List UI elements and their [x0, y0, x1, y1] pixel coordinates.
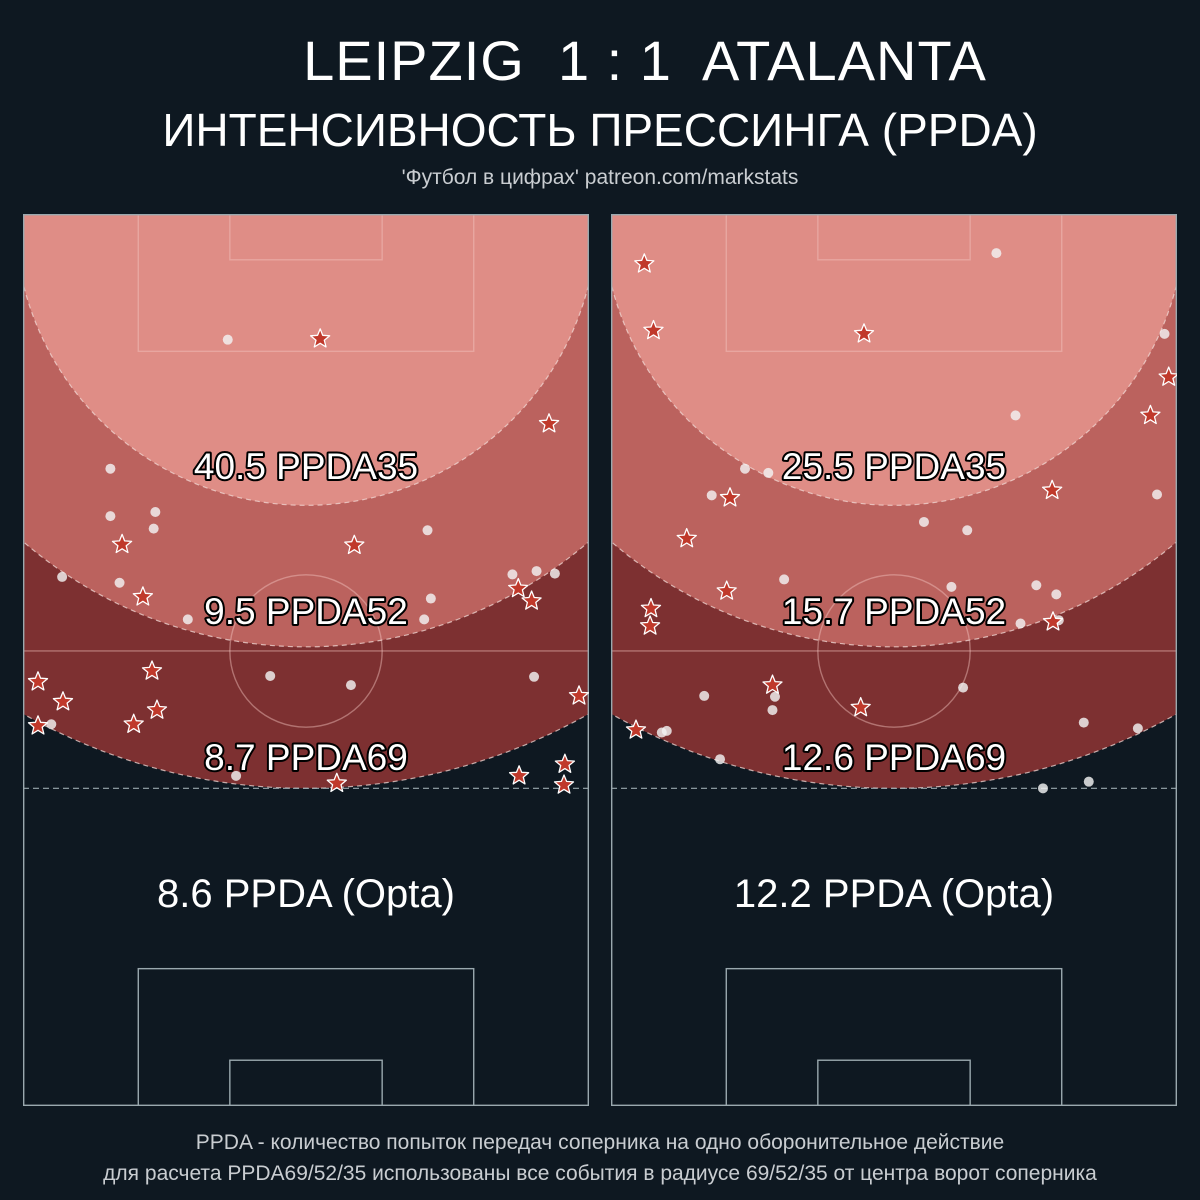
event-star [625, 719, 647, 739]
event-dot [962, 525, 973, 536]
event-star [639, 615, 661, 635]
event-dot [182, 614, 193, 625]
event-dot [1159, 328, 1170, 339]
event-dot [1078, 717, 1089, 728]
event-dot [345, 680, 356, 691]
label-ppda52: 9.5 PPDA52 [204, 591, 408, 632]
credit-text: 'Футбол в цифрах' patreon.com/markstats [401, 166, 799, 189]
event-dot [422, 525, 433, 536]
event-dot [769, 691, 780, 702]
event-dot [1015, 618, 1026, 629]
label-opta: 12.2 PPDA (Opta) [734, 872, 1054, 916]
event-star [850, 696, 871, 717]
event-star [27, 671, 49, 691]
event-dot [549, 568, 560, 579]
label-ppda35: 40.5 PPDA35 [194, 446, 418, 487]
label-ppda35: 25.5 PPDA35 [782, 446, 1006, 487]
event-dot [991, 248, 1002, 259]
pitch-chart: 40.5 PPDA35 9.5 PPDA52 8.7 PPDA69 8.6 PPDA … [23, 214, 589, 1106]
footer-definition: PPDA - количество попыток передач соперн… [195, 1131, 1005, 1154]
event-dot [706, 490, 717, 501]
event-star [762, 674, 783, 694]
event-dot [1152, 489, 1163, 500]
event-star [123, 713, 144, 733]
event-dot [231, 770, 242, 781]
event-dot [46, 719, 57, 730]
event-star [309, 328, 331, 348]
event-star [719, 487, 741, 507]
event-dot [148, 523, 159, 534]
event-dot [222, 334, 233, 345]
event-star [111, 533, 133, 554]
zone-ppda35 [23, 214, 589, 506]
event-star [344, 534, 365, 555]
event-dot [1010, 410, 1021, 421]
event-star [326, 772, 347, 793]
event-star [1158, 366, 1177, 386]
event-star [568, 685, 589, 705]
event-dot [715, 754, 726, 765]
event-dot [767, 705, 778, 716]
event-star [538, 413, 560, 433]
event-dot [661, 725, 672, 736]
event-dot [105, 511, 116, 522]
pitch-chart: 25.5 PPDA35 15.7 PPDA52 12.6 PPDA69 12.2 PP… [611, 214, 1177, 1106]
event-star [640, 597, 662, 618]
event-star [521, 590, 542, 610]
event-star [132, 586, 154, 606]
event-dot [763, 467, 774, 478]
event-dot [114, 577, 125, 588]
event-dot [740, 463, 751, 474]
event-star [716, 580, 737, 600]
label-ppda52: 15.7 PPDA52 [782, 591, 1006, 632]
event-dot [1132, 723, 1143, 734]
event-dot [946, 581, 957, 592]
event-dot [419, 614, 430, 625]
event-star [508, 765, 530, 785]
event-star [52, 691, 74, 711]
event-dot [1083, 776, 1094, 787]
event-dot [1051, 589, 1062, 600]
event-star [553, 774, 575, 794]
event-dot [699, 690, 710, 701]
event-star [141, 660, 163, 680]
footer-method: для расчета PPDA69/52/35 использованы вс… [103, 1162, 1097, 1185]
event-dot [105, 463, 116, 474]
pitch-atalanta: 25.5 PPDA35 15.7 PPDA52 12.6 PPDA69 12.2 PP… [611, 214, 1177, 1106]
event-dot [507, 569, 518, 580]
event-dot [265, 670, 276, 681]
event-star [554, 753, 576, 773]
event-dot [529, 671, 540, 682]
event-star [676, 527, 697, 548]
label-opta: 8.6 PPDA (Opta) [157, 872, 455, 916]
zone-ppda35 [611, 214, 1177, 506]
event-star [853, 323, 875, 343]
event-dot [531, 566, 542, 577]
chart-subtitle: ИНТЕНСИВНОСТЬ ПРЕССИНГА (PPDA) [162, 104, 1038, 156]
event-star [146, 699, 168, 719]
event-dot [918, 516, 929, 527]
event-star [1042, 611, 1064, 631]
event-star [634, 253, 655, 273]
pitch-leipzig: 40.5 PPDA35 9.5 PPDA52 8.7 PPDA69 8.6 PPDA … [23, 214, 589, 1106]
label-ppda69: 12.6 PPDA69 [782, 737, 1006, 778]
event-star [643, 319, 664, 340]
event-star [508, 577, 529, 598]
event-dot [57, 571, 68, 582]
event-dot [1031, 580, 1042, 591]
event-dot [425, 593, 436, 604]
event-dot [1037, 783, 1048, 794]
label-ppda69: 8.7 PPDA69 [204, 737, 408, 778]
event-star [1140, 404, 1161, 425]
event-dot [150, 506, 161, 517]
event-dot [779, 574, 790, 585]
event-star [27, 715, 49, 735]
match-title: LEIPZIG 1 : 1 ATALANTA [303, 29, 987, 92]
event-dot [958, 682, 969, 693]
event-star [1041, 479, 1063, 500]
